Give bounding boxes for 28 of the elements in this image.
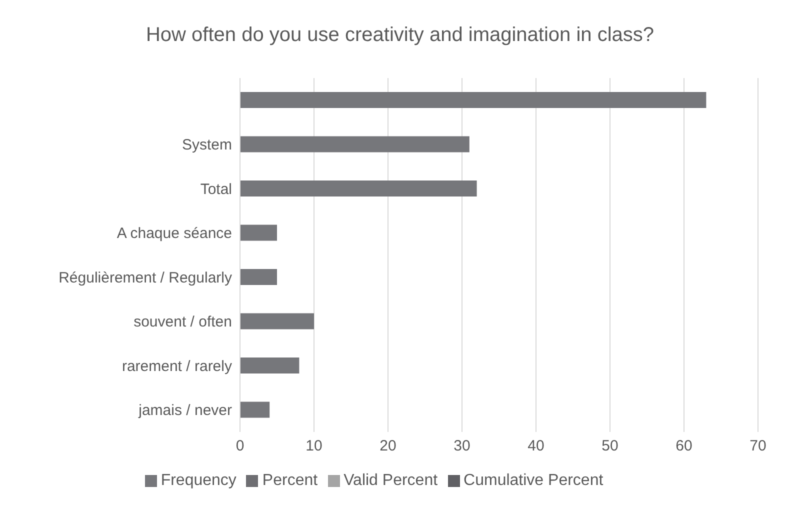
x-tick-label: 30: [454, 438, 470, 455]
y-tick-label: System: [182, 136, 232, 154]
y-tick-label: souvent / often: [134, 314, 232, 331]
bar: [240, 402, 270, 418]
chart-title: How often do you use creativity and imagination in class?: [144, 23, 656, 48]
x-tick-label: 40: [528, 438, 544, 455]
bar: [240, 269, 277, 285]
legend-label: Valid Percent: [344, 472, 438, 489]
x-tick-label: 70: [750, 438, 766, 455]
y-tick-label: rarement / rarely: [122, 358, 232, 375]
x-tick-label: 60: [676, 438, 692, 455]
bar: [240, 358, 300, 374]
legend-label: Cumulative Percent: [464, 472, 604, 489]
y-tick-label: Régulièrement / Regularly: [58, 269, 232, 286]
y-tick-label: Total: [200, 180, 232, 198]
bar: [240, 92, 706, 108]
legend-label: Frequency: [160, 472, 236, 489]
x-tick-label: 50: [602, 438, 618, 455]
x-tick-label: 10: [306, 438, 322, 455]
y-tick-label: A chaque séance: [116, 225, 232, 242]
bar: [240, 136, 470, 152]
x-tick-label: 0: [236, 438, 244, 455]
bar: [240, 224, 277, 241]
bar: [240, 180, 477, 196]
y-tick-label: jamais / never: [138, 402, 232, 420]
legend-label: Percent: [262, 472, 318, 489]
bar: [240, 313, 314, 330]
x-tick-label: 20: [380, 438, 396, 455]
